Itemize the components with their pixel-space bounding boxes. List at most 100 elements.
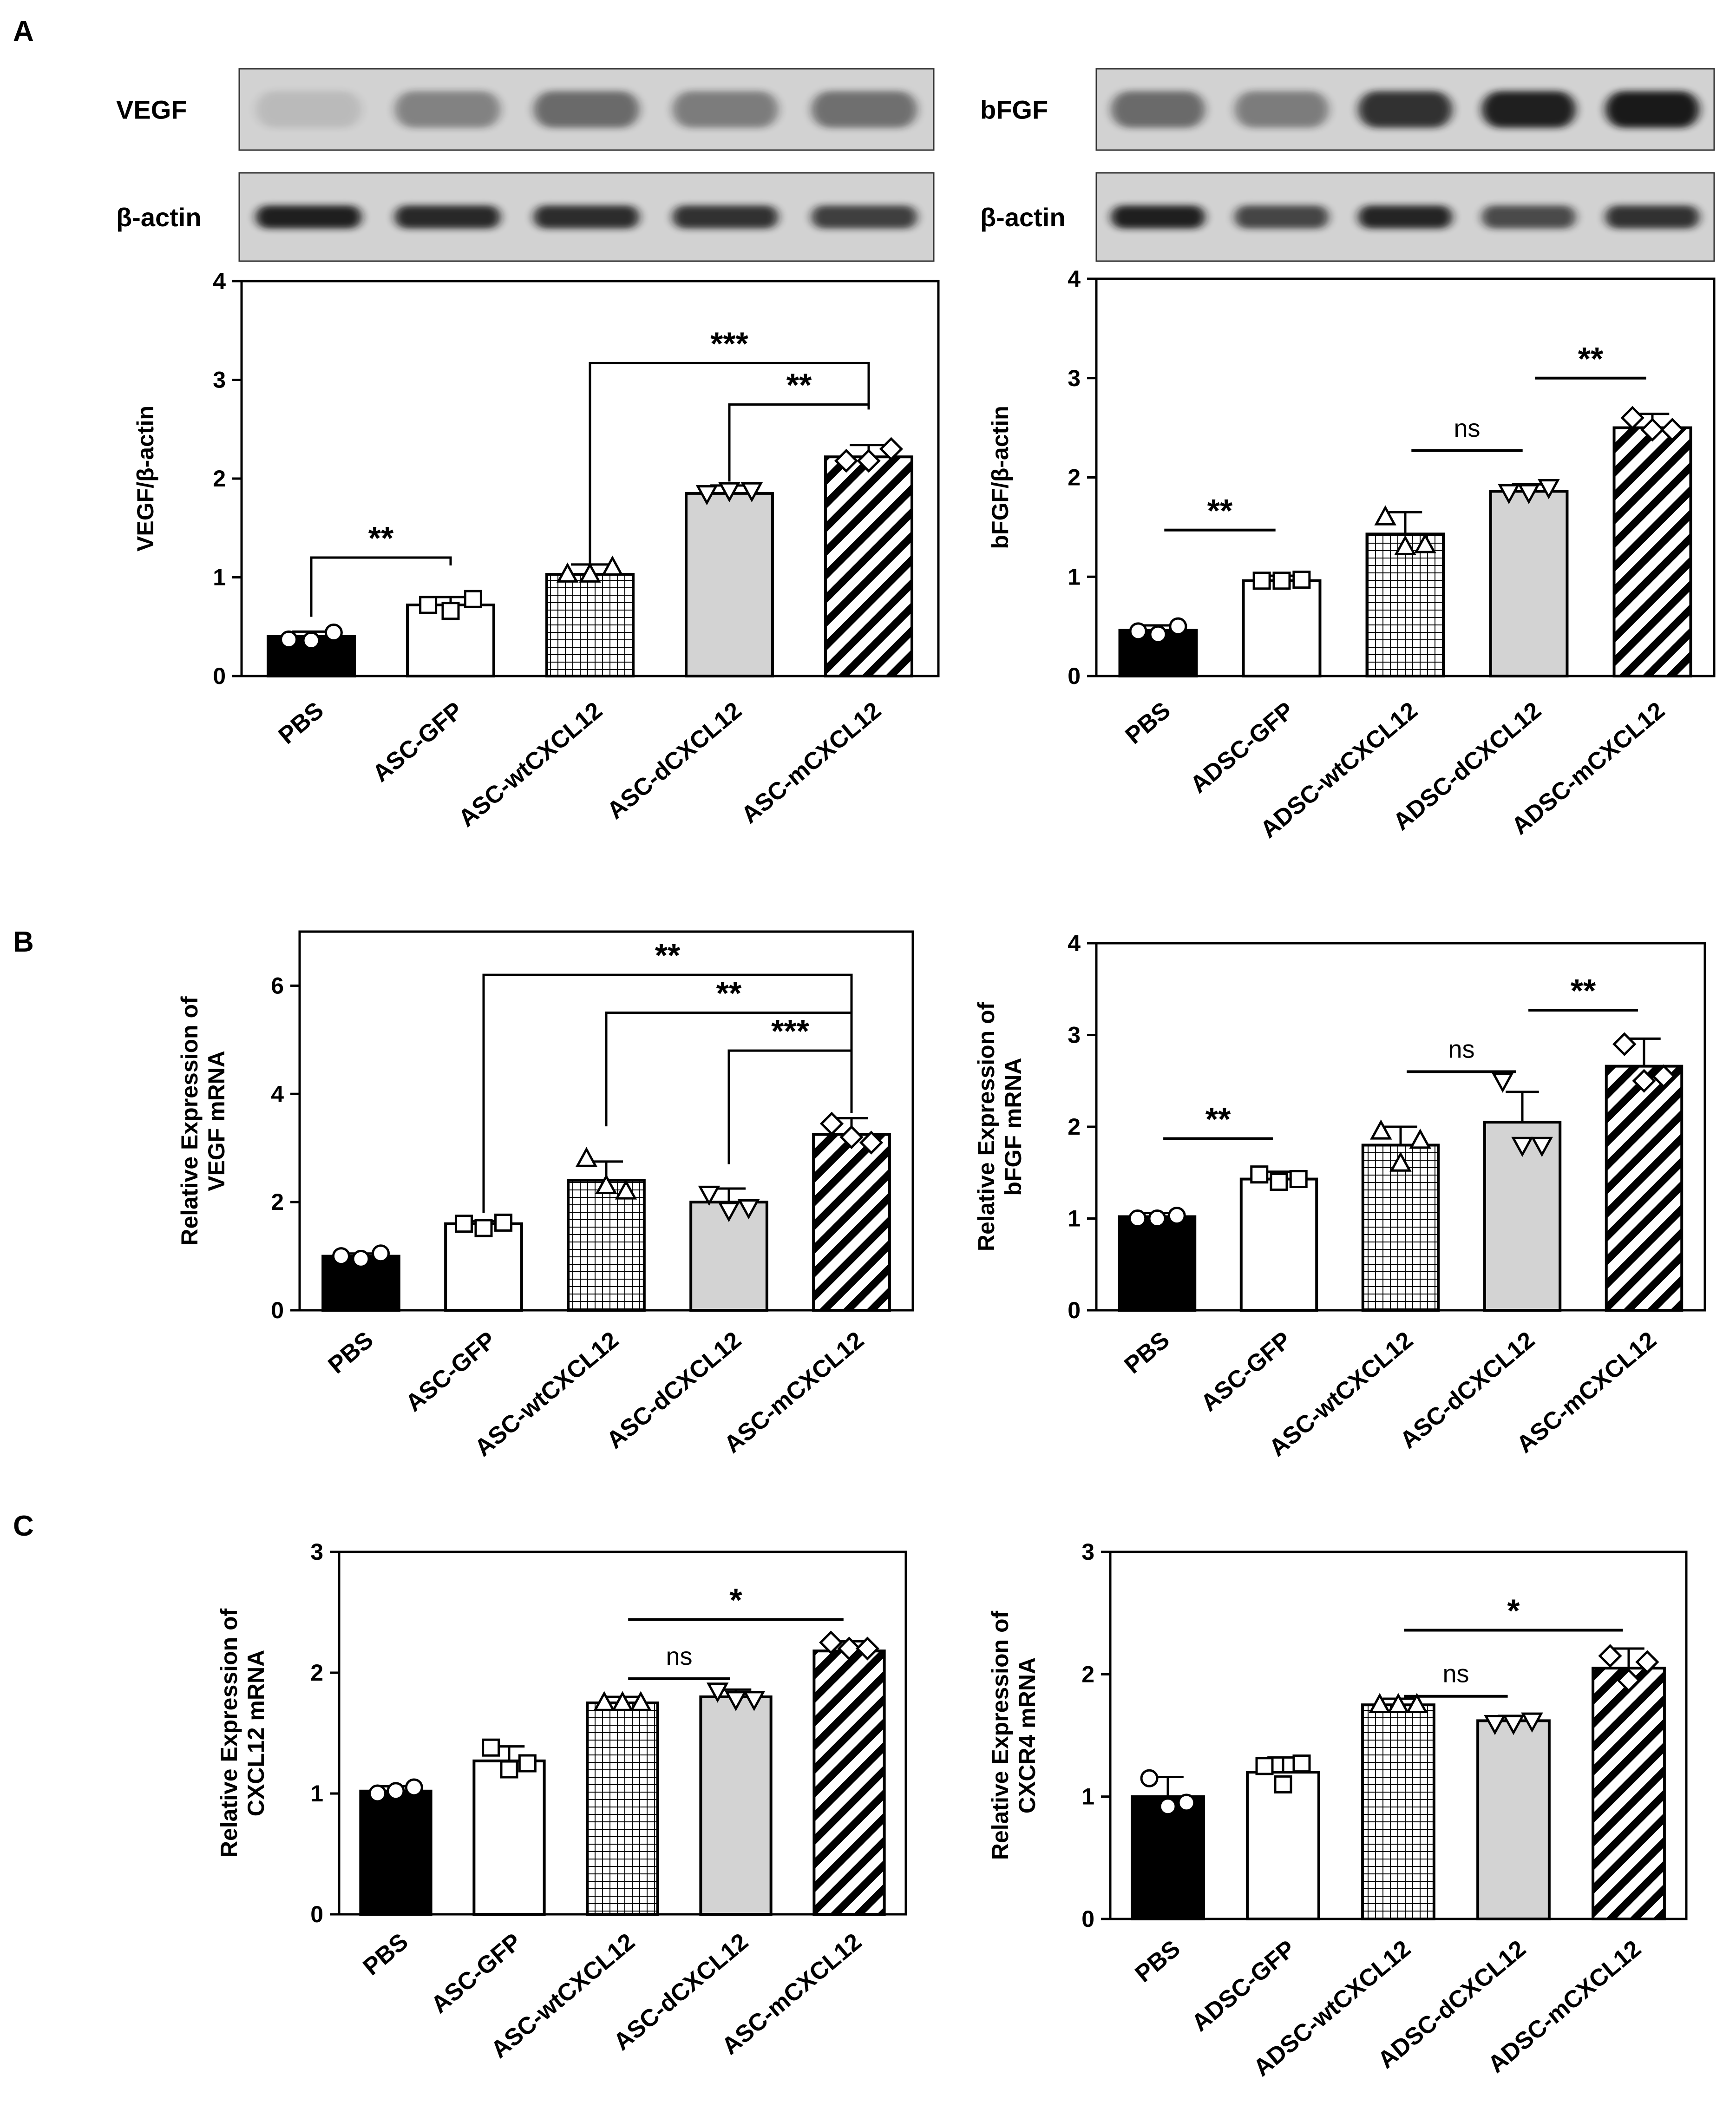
- data-point: [1177, 1794, 1196, 1812]
- data-point: [855, 1636, 879, 1661]
- data-point: [1274, 1775, 1292, 1794]
- data-point: [1292, 571, 1311, 589]
- blot-band: [1605, 91, 1700, 128]
- bar: [586, 1702, 659, 1916]
- significance-label: **: [1207, 493, 1233, 529]
- data-point: [1387, 1693, 1409, 1713]
- y-tick-label: 2: [1068, 1114, 1081, 1140]
- significance-label: *: [729, 1582, 742, 1618]
- data-point: [494, 1213, 513, 1232]
- data-point: [1140, 1769, 1159, 1787]
- bar: [1239, 1177, 1318, 1312]
- data-point: [1632, 1069, 1656, 1093]
- y-axis-label-line: VEGF/β-actin: [132, 406, 158, 552]
- data-point: [611, 1691, 634, 1711]
- y-axis-label: Relative Expression ofVEGF mRNA: [177, 996, 229, 1246]
- data-point: [1169, 617, 1187, 636]
- data-point: [718, 482, 740, 503]
- bar: [567, 1179, 646, 1312]
- y-tick-label: 1: [1081, 1784, 1094, 1810]
- category-label: ASC-GFP: [1196, 1327, 1297, 1417]
- data-point: [1389, 1151, 1412, 1172]
- bar: [1131, 1795, 1205, 1921]
- blot-band: [1111, 205, 1205, 229]
- panel-label-c: C: [13, 1510, 34, 1542]
- data-point: [1250, 1165, 1269, 1184]
- category-label: PBS: [1130, 1935, 1186, 1988]
- data-point: [1498, 484, 1520, 505]
- y-axis-label-line: CXCL12 mRNA: [243, 1650, 269, 1816]
- bar: [1365, 532, 1445, 678]
- blot-band: [1234, 205, 1329, 229]
- y-axis-label: Relative Expression ofCXCL12 mRNA: [216, 1609, 269, 1858]
- significance-bracket: [482, 973, 853, 1213]
- data-point: [332, 1247, 350, 1266]
- y-tick-label: 1: [310, 1780, 323, 1807]
- chart-6: 0 1 2 3 Relative Expression ofCXCR4 mRNA PBS A…: [987, 1539, 1688, 2082]
- data-point: [1518, 484, 1540, 505]
- significance-label: ns: [1454, 414, 1480, 442]
- category-label: ASC-GFP: [400, 1327, 501, 1417]
- blot-band: [811, 91, 917, 128]
- significance-label: **: [655, 937, 681, 973]
- y-tick-label: 4: [271, 1081, 284, 1107]
- y-tick-label: 1: [1068, 564, 1081, 590]
- y-axis-label-line: Relative Expression of: [216, 1609, 242, 1858]
- y-tick-label: 2: [271, 1189, 284, 1215]
- significance-bracket: [728, 403, 870, 482]
- y-tick-label: 0: [1068, 1297, 1081, 1323]
- significance-label: **: [786, 367, 812, 403]
- data-point: [1149, 625, 1167, 644]
- category-label: ASC-GFP: [367, 697, 468, 788]
- blot-band: [672, 91, 779, 128]
- data-point: [579, 562, 601, 583]
- data-point: [1635, 1650, 1659, 1674]
- bar: [685, 492, 774, 677]
- significance-label: **: [716, 975, 742, 1012]
- y-tick-label: 0: [271, 1297, 284, 1323]
- data-point: [615, 1179, 637, 1200]
- significance-label: **: [368, 520, 394, 556]
- data-point: [1414, 533, 1436, 553]
- data-point: [819, 1630, 843, 1655]
- bar: [812, 1133, 891, 1312]
- y-tick-label: 2: [1068, 465, 1081, 491]
- bar: [1476, 1719, 1551, 1920]
- data-point: [482, 1738, 500, 1757]
- data-point: [743, 1691, 766, 1711]
- data-point: [500, 1760, 518, 1779]
- blot-band: [1111, 91, 1205, 128]
- data-point: [1255, 1757, 1274, 1775]
- bar: [812, 1649, 886, 1916]
- y-axis-label-line: Relative Expression of: [987, 1611, 1013, 1860]
- data-point: [1252, 572, 1271, 590]
- blot-band: [1481, 205, 1576, 229]
- significance-label: ns: [1448, 1036, 1474, 1064]
- data-point: [1640, 418, 1664, 442]
- bar: [1605, 1064, 1684, 1312]
- data-point: [879, 437, 903, 461]
- data-point: [737, 1199, 760, 1220]
- bar: [359, 1789, 432, 1916]
- category-label: ASC-wtCXCL12: [453, 697, 608, 832]
- y-tick-label: 2: [213, 466, 226, 492]
- significance-label: **: [1578, 341, 1604, 377]
- category-label: ADSC-GFP: [1186, 1935, 1300, 2037]
- y-axis-label-line: bFGF/β-actin: [987, 406, 1013, 549]
- blot-band: [394, 205, 501, 229]
- category-label: ADSC-GFP: [1185, 697, 1299, 799]
- data-point: [725, 1691, 747, 1711]
- data-point: [352, 1249, 370, 1268]
- y-tick-label: 0: [1081, 1906, 1094, 1932]
- significance-label: ns: [1442, 1660, 1469, 1688]
- data-point: [387, 1782, 405, 1800]
- significance-label: **: [1571, 972, 1596, 1009]
- data-point: [601, 555, 624, 576]
- y-tick-label: 4: [213, 268, 226, 294]
- data-point: [1409, 1129, 1432, 1149]
- category-label: PBS: [1120, 1327, 1175, 1379]
- bar: [444, 1222, 523, 1312]
- data-point: [1292, 1754, 1311, 1773]
